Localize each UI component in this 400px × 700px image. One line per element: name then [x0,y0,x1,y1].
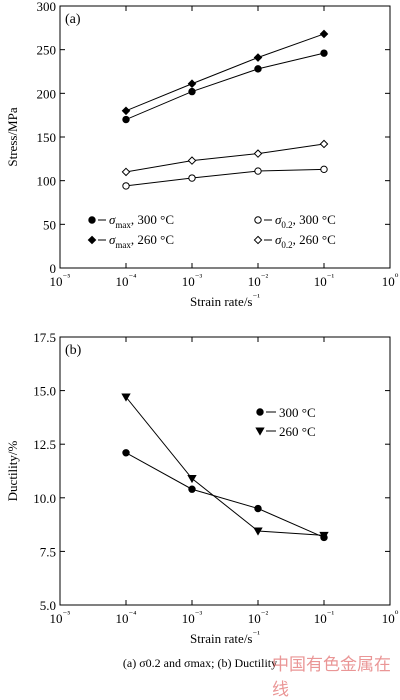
series-line [125,396,325,536]
legend-label: 260 °C [279,424,316,439]
x-tick-label: 10⁰ [382,609,399,626]
x-axis-label: Strain rate/s⁻¹ [190,292,260,309]
y-tick-label: 50 [43,217,56,232]
data-point [188,485,196,493]
y-tick-label: 200 [37,86,57,101]
y-tick-label: 10.0 [33,491,56,506]
y-axis-label: Stress/MPa [5,107,20,166]
chart-panel-a: 10⁻⁵ 10⁻⁴ 10⁻³ 10⁻² 10⁻¹ 10⁰ 0 50 100 150 200 250 30… [5,0,399,309]
data-point [187,475,197,484]
data-point [188,87,196,96]
legend-marker [254,216,262,224]
data-point [187,79,197,89]
y-tick-label: 7.5 [40,544,56,559]
panel-label: (a) [65,12,81,27]
legend-label: σ0.2, 260 °C [275,232,336,250]
series-line [125,33,325,112]
legend-marker [88,216,96,224]
series-line [125,52,325,120]
x-tick-label: 10⁻⁵ [50,272,71,289]
data-point [253,527,263,536]
data-point [253,53,263,62]
series-line [125,143,325,173]
x-tick-label: 10⁰ [382,272,399,289]
data-point [122,182,130,190]
y-tick-label: 300 [37,0,57,14]
series-line [125,168,325,187]
legend-label: σ0.2, 300 °C [275,212,336,230]
legend-label: 300 °C [279,405,316,420]
legend-label: σmax, 300 °C [109,212,174,230]
y-tick-label: 12.5 [33,437,56,452]
y-tick-label: 17.5 [33,330,56,345]
figure: 10⁻⁵ 10⁻⁴ 10⁻³ 10⁻² 10⁻¹ 10⁰ 0 50 100 150 200 250 30… [5,0,399,646]
data-point [320,165,328,174]
series-line [125,452,325,538]
x-tick-label: 10⁻¹ [314,272,335,289]
legend-marker [255,427,265,436]
watermark: 中国有色金属在线 [272,655,391,700]
y-tick-label: 250 [37,43,57,58]
y-tick-label: 15.0 [33,384,56,399]
data-point [320,49,328,57]
panel-label: (b) [65,343,82,358]
legend: σmax, 300 °C σmax, 260 °C σ0.2, 300 °C σ0.2… [87,212,336,250]
x-tick-label: 10⁻⁴ [116,609,137,626]
y-tick-label: 150 [37,130,57,145]
x-tick-label: 10⁻² [248,272,269,289]
data-point [122,115,130,124]
legend-label: σmax, 260 °C [109,232,174,250]
data-point [254,504,262,513]
data-point [121,393,131,402]
plot-frame [59,336,391,606]
data-point [121,167,131,177]
x-axis-label: Strain rate/s⁻¹ [190,629,260,646]
x-tick-label: 10⁻⁵ [50,609,71,626]
data-point [253,149,263,158]
data-point [319,29,329,39]
figure-caption: (a) σ0.2 and σmax; (b) Ductility [122,656,278,670]
x-tick-label: 10⁻¹ [314,609,335,626]
data-point [122,449,130,457]
data-point [319,139,329,149]
data-point [121,106,131,116]
x-tick-label: 10⁻³ [182,609,203,626]
data-point [254,65,262,73]
x-tick-label: 10⁻² [248,609,269,626]
data-point [319,531,329,540]
y-tick-label: 5.0 [40,598,56,613]
y-tick-label: 0 [50,261,57,276]
data-point [187,156,197,165]
legend-marker [256,408,264,416]
legend-marker [87,235,97,245]
plot-frame [59,5,391,269]
y-axis-label: Ductility/% [5,441,20,502]
data-point [188,174,196,182]
y-tick-label: 100 [37,174,57,189]
legend-marker [253,235,263,245]
data-point [254,167,262,175]
x-tick-label: 10⁻⁴ [116,272,137,289]
chart-panel-b: 10⁻⁵ 10⁻⁴ 10⁻³ 10⁻² 10⁻¹ 10⁰ 5.0 7.5 10.0 12.5 15.… [5,330,399,646]
legend: 300 °C 260 °C [255,405,316,439]
x-tick-label: 10⁻³ [182,272,203,289]
